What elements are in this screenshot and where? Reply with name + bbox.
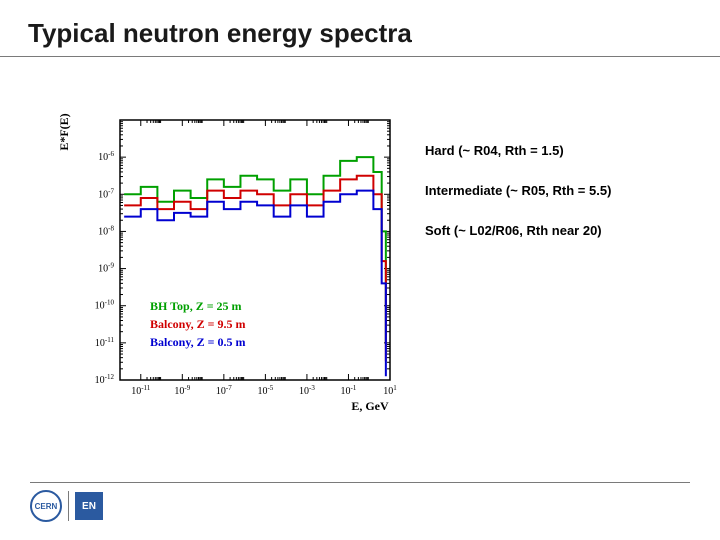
footer-logos: CERN EN (30, 490, 103, 522)
chart-svg: 10-11 10-9 10-7 10-5 10-3 10-1 101 10-12 10-11 10… (50, 110, 400, 420)
svg-text:10-6: 10-6 (98, 150, 114, 163)
svg-text:10-8: 10-8 (98, 224, 114, 237)
svg-text:10-12: 10-12 (95, 373, 115, 386)
svg-text:Balcony, Z = 9.5 m: Balcony, Z = 9.5 m (150, 317, 246, 331)
svg-text:10-7: 10-7 (216, 384, 232, 397)
annotation-2: Soft (~ L02/R06, Rth near 20) (425, 223, 602, 238)
svg-text:10-3: 10-3 (299, 384, 315, 397)
annotation-0: Hard (~ R04, Rth = 1.5) (425, 143, 564, 158)
svg-text:E, GeV: E, GeV (351, 399, 389, 413)
annotation-1: Intermediate (~ R05, Rth = 5.5) (425, 183, 611, 198)
svg-text:BH Top, Z = 25 m: BH Top, Z = 25 m (150, 299, 242, 313)
svg-text:10-10: 10-10 (95, 299, 115, 312)
svg-text:10-11: 10-11 (95, 336, 115, 349)
divider-top (0, 56, 720, 57)
page-title: Typical neutron energy spectra (28, 18, 412, 49)
divider-bottom (30, 482, 690, 483)
en-logo: EN (75, 492, 103, 520)
spectrum-chart: 10-11 10-9 10-7 10-5 10-3 10-1 101 10-12 10-11 10… (50, 110, 400, 420)
svg-text:10-1: 10-1 (341, 384, 357, 397)
cern-logo: CERN (30, 490, 62, 522)
svg-text:10-11: 10-11 (131, 384, 151, 397)
logo-divider (68, 491, 69, 521)
svg-text:E*F(E): E*F(E) (57, 113, 71, 150)
svg-text:10-7: 10-7 (98, 187, 114, 200)
svg-text:101: 101 (383, 384, 397, 397)
svg-text:10-9: 10-9 (174, 384, 190, 397)
svg-text:Balcony, Z = 0.5 m: Balcony, Z = 0.5 m (150, 335, 246, 349)
svg-text:10-5: 10-5 (257, 384, 273, 397)
svg-text:10-9: 10-9 (98, 262, 114, 275)
